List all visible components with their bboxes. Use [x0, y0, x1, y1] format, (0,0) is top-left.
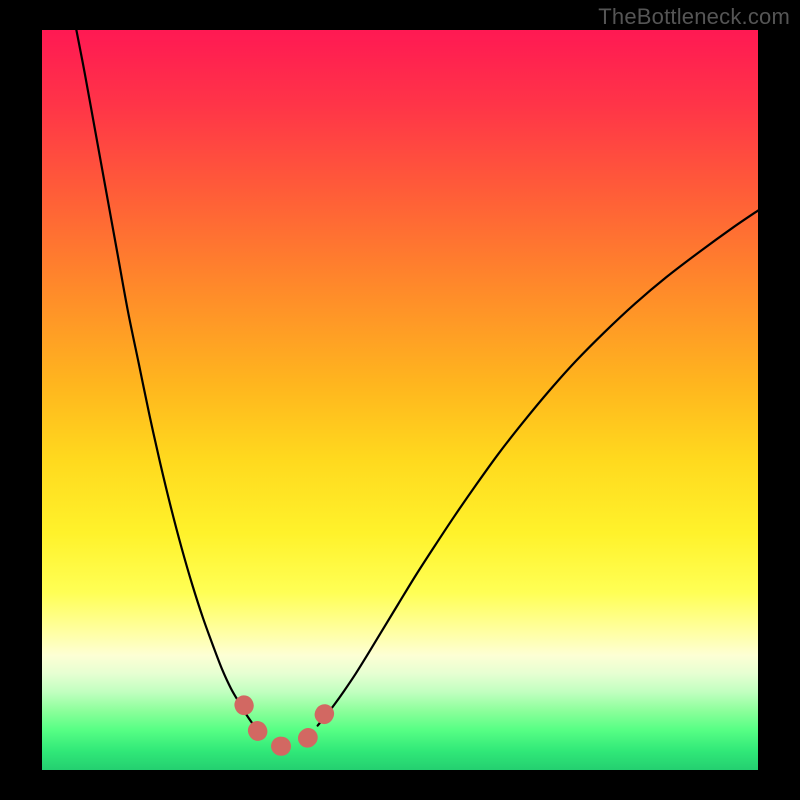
chart-container: { "watermark": { "text": "TheBottleneck.… [0, 0, 800, 800]
bottleneck-chart [0, 0, 800, 800]
watermark-text: TheBottleneck.com [598, 4, 790, 30]
plot-background [42, 30, 758, 770]
